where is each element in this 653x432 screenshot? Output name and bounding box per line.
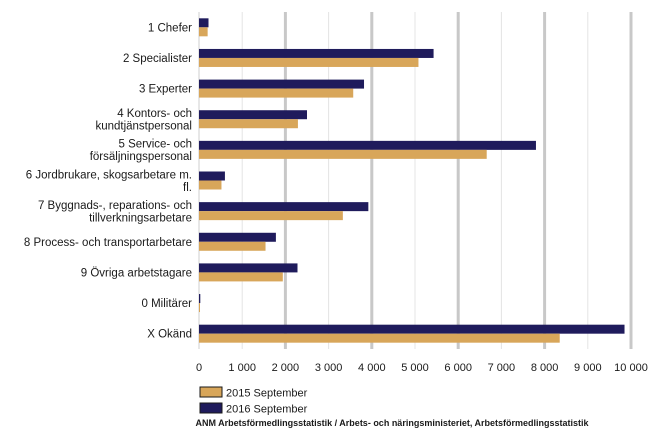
bar-2016 (199, 18, 209, 28)
bar-2015 (199, 57, 419, 67)
category-label: kundtjänstpersonal (95, 120, 192, 132)
category-label: försäljningspersonal (90, 151, 192, 163)
bar-2016 (199, 110, 307, 120)
bar-2015 (199, 303, 200, 313)
legend-label: 2015 September (226, 388, 308, 400)
x-tick-label: 3 000 (315, 362, 343, 374)
x-tick-label: 7 000 (488, 362, 516, 374)
bar-2016 (199, 202, 369, 212)
bar-2016 (199, 171, 225, 181)
bar-2016 (199, 48, 434, 58)
bar-2016 (199, 79, 365, 89)
category-label: fl. (183, 182, 192, 194)
category-label: 3 Experter (139, 84, 192, 96)
x-tick-label: 5 000 (401, 362, 429, 374)
bar-2015 (199, 88, 354, 98)
bar-2015 (199, 119, 298, 129)
bar-2015 (199, 180, 222, 190)
category-label: 7 Byggnads-, reparations- och (38, 200, 192, 212)
bar-2016 (199, 324, 625, 334)
bar-2016 (199, 140, 536, 150)
bar-2015 (199, 27, 208, 37)
bar-2015 (199, 333, 560, 343)
category-label: 6 Jordbrukare, skogsarbetare m. (26, 169, 192, 181)
legend-swatch (199, 386, 223, 398)
category-label: X Okänd (147, 329, 192, 341)
bar-2015 (199, 211, 343, 221)
bars (199, 18, 625, 343)
bar-2015 (199, 272, 283, 282)
source-note: ANM Arbetsförmedlingsstatistik / Arbets-… (195, 418, 589, 428)
legend-label: 2016 September (226, 404, 308, 416)
x-tick-label: 2 000 (272, 362, 300, 374)
category-label: 4 Kontors- och (117, 108, 192, 120)
category-label: 5 Service- och (118, 139, 192, 151)
bar-2016 (199, 232, 276, 242)
category-label: 0 Militärer (142, 298, 193, 310)
x-tick-label: 6 000 (444, 362, 472, 374)
category-label: 8 Process- och transportarbetare (24, 237, 192, 249)
x-axis-tick-labels: 0 1 000 2 000 3 000 4 000 5 000 6 000 7 000 8 00… (196, 362, 648, 374)
category-label: 9 Övriga arbetstagare (81, 267, 192, 279)
x-tick-label: 9 000 (574, 362, 602, 374)
legend-swatch (199, 402, 223, 414)
category-label: 1 Chefer (148, 22, 192, 34)
legend: 2015 September 2016 September (199, 386, 308, 416)
bar-2016 (199, 263, 298, 273)
gridlines (198, 12, 633, 349)
x-tick-label: 1 000 (228, 362, 256, 374)
category-label: tillverkningsarbetare (89, 212, 192, 224)
bar-2015 (199, 241, 266, 251)
category-label: 2 Specialister (123, 53, 192, 65)
x-tick-label: 0 (196, 362, 202, 374)
category-labels: 1 Chefer 2 Specialister 3 Experter 4 Kontor… (24, 22, 192, 340)
x-tick-label: 4 000 (358, 362, 386, 374)
x-tick-label: 10 000 (614, 362, 648, 374)
x-tick-label: 8 000 (531, 362, 559, 374)
bar-2015 (199, 149, 487, 159)
bar-2016 (199, 294, 201, 304)
